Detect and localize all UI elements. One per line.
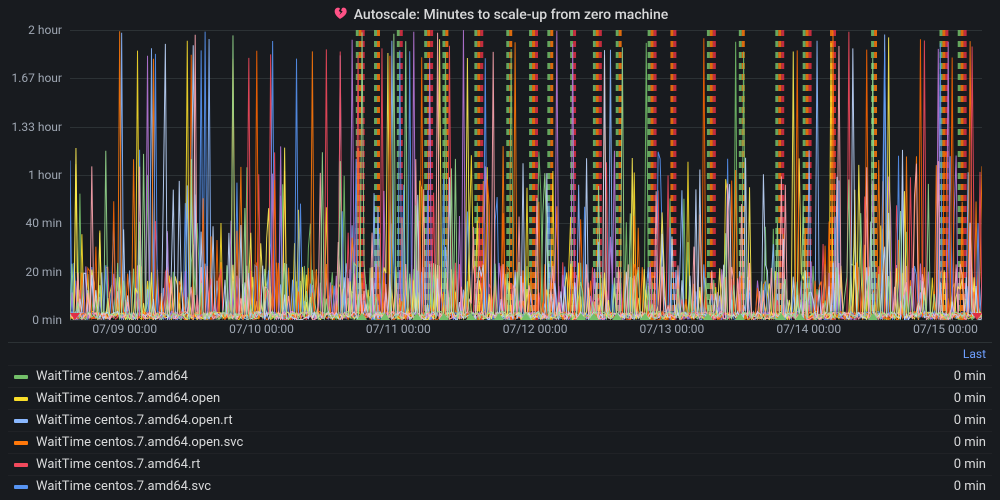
legend-label: WaitTime centos.7.amd64 xyxy=(36,369,188,384)
annotation-marker[interactable] xyxy=(589,313,599,320)
legend-row[interactable]: WaitTime centos.7.amd64.open.rt 0 min xyxy=(8,409,992,431)
annotation-marker[interactable] xyxy=(640,313,650,320)
legend-swatch xyxy=(14,397,28,401)
legend-value: 0 min xyxy=(954,457,986,472)
annotation-marker[interactable] xyxy=(521,313,531,320)
legend: Last WaitTime centos.7.amd640 minWaitTim… xyxy=(8,342,992,497)
legend-label: WaitTime centos.7.amd64.open.rt xyxy=(36,413,233,428)
x-tick-label: 07/11 00:00 xyxy=(366,322,431,336)
plot-region[interactable] xyxy=(70,30,982,320)
x-tick-label: 07/09 00:00 xyxy=(92,322,157,336)
panel-title: Autoscale: Minutes to scale-up from zero… xyxy=(354,7,669,23)
legend-row[interactable]: WaitTime centos.7.amd64.rt 0 min xyxy=(8,453,992,475)
annotation-marker[interactable] xyxy=(412,313,422,320)
x-tick-label: 07/10 00:00 xyxy=(229,322,294,336)
y-tick-label: 2 hour xyxy=(28,23,62,37)
annotation-marker[interactable] xyxy=(380,313,390,320)
x-axis: 07/09 00:00 07/10 00:00 07/11 00:00 07/12 0… xyxy=(70,320,982,340)
y-tick-label: 40 min xyxy=(25,216,62,230)
annotation-marker[interactable] xyxy=(795,313,805,320)
x-tick-label: 07/13 00:00 xyxy=(640,322,705,336)
legend-value: 0 min xyxy=(954,435,986,450)
legend-label: WaitTime centos.7.amd64.open xyxy=(36,391,220,406)
legend-label: WaitTime centos.7.amd64.svc xyxy=(36,479,211,494)
legend-row[interactable]: WaitTime centos.7.amd64 0 min xyxy=(8,365,992,387)
legend-swatch xyxy=(14,419,28,423)
x-tick-label: 07/12 00:00 xyxy=(503,322,568,336)
panel-title-row: Autoscale: Minutes to scale-up from zero… xyxy=(0,0,1000,30)
annotation-marker[interactable] xyxy=(703,313,713,320)
legend-swatch xyxy=(14,441,28,445)
legend-swatch xyxy=(14,375,28,379)
annotation-markers xyxy=(70,312,982,320)
annotation-marker[interactable] xyxy=(439,313,449,320)
legend-value: 0 min xyxy=(954,413,986,428)
broken-heart-icon xyxy=(332,5,348,25)
dashboard-panel: { "title": "Autoscale: Minutes to scale-… xyxy=(0,0,1000,500)
y-tick-label: 20 min xyxy=(25,265,62,279)
annotation-marker[interactable] xyxy=(357,313,367,320)
annotation-marker[interactable] xyxy=(735,313,745,320)
legend-label: WaitTime centos.7.amd64.rt xyxy=(36,457,200,472)
timeseries-svg xyxy=(70,30,982,320)
annotation-marker[interactable] xyxy=(868,313,878,320)
annotation-marker[interactable] xyxy=(466,313,476,320)
annotation-marker[interactable] xyxy=(576,313,586,320)
y-tick-label: 0 min xyxy=(32,313,62,327)
legend-value: 0 min xyxy=(954,391,986,406)
annotation-marker[interactable] xyxy=(612,313,622,320)
y-axis: 0 min20 min40 min1 hour1.33 hour1.67 hou… xyxy=(0,30,70,320)
legend-swatch xyxy=(14,485,28,489)
chart-area[interactable]: 0 min 20 min 40 min 1 hour 1.33 hour 1.67 hou… xyxy=(0,30,992,340)
legend-row[interactable]: WaitTime centos.7.amd64.open 0 min xyxy=(8,387,992,409)
y-tick-label: 1.33 hour xyxy=(11,120,62,134)
x-tick-label: 07/15 00:00 xyxy=(913,322,978,336)
y-tick-label: 1 hour xyxy=(28,168,62,182)
annotation-marker[interactable] xyxy=(972,313,982,320)
legend-value: 0 min xyxy=(954,369,986,384)
legend-header[interactable]: Last xyxy=(963,347,986,361)
annotation-marker[interactable] xyxy=(70,313,80,320)
y-tick-label: 1.67 hour xyxy=(11,71,62,85)
annotation-marker[interactable] xyxy=(776,313,786,320)
legend-value: 0 min xyxy=(954,479,986,494)
legend-row[interactable]: WaitTime centos.7.amd64.open.svc 0 min xyxy=(8,431,992,453)
annotation-marker[interactable] xyxy=(494,313,504,320)
legend-row[interactable]: WaitTime centos.7.amd64.svc 0 min xyxy=(8,475,992,497)
legend-label: WaitTime centos.7.amd64.open.svc xyxy=(36,435,243,450)
legend-swatch xyxy=(14,463,28,467)
x-tick-label: 07/14 00:00 xyxy=(776,322,841,336)
